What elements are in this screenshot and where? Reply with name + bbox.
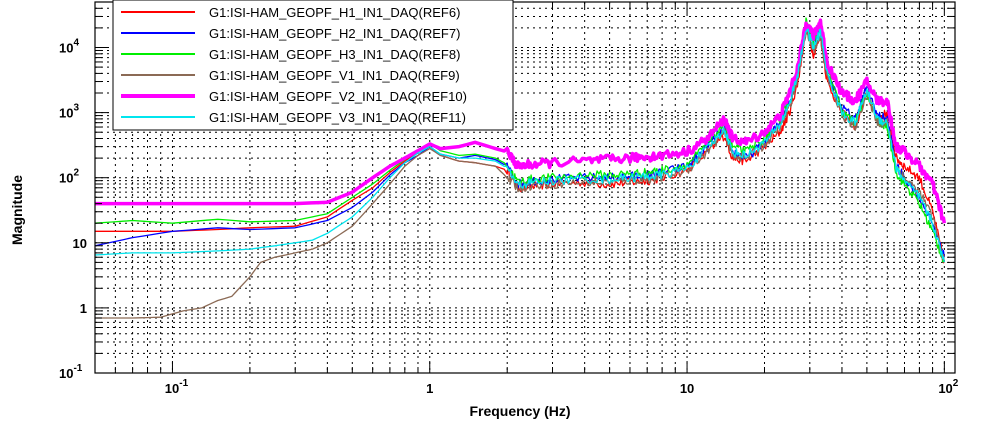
legend-label: G1:ISI-HAM_GEOPF_H2_IN1_DAQ(REF7) xyxy=(209,26,460,41)
legend-label: G1:ISI-HAM_GEOPF_V2_IN1_DAQ(REF10) xyxy=(209,89,467,104)
plot-area xyxy=(95,17,947,319)
legend-label: G1:ISI-HAM_GEOPF_H3_IN1_DAQ(REF8) xyxy=(209,47,460,62)
y-tick-label: 10 xyxy=(73,236,87,251)
legend-label: G1:ISI-HAM_GEOPF_V3_IN1_DAQ(REF11) xyxy=(209,110,466,125)
y-tick-label: 104 xyxy=(59,38,79,56)
legend-label: G1:ISI-HAM_GEOPF_H1_IN1_DAQ(REF6) xyxy=(209,5,460,20)
x-tick-label: 10-1 xyxy=(165,378,189,396)
series-line xyxy=(95,28,945,263)
legend: G1:ISI-HAM_GEOPF_H1_IN1_DAQ(REF6) G1:ISI-… xyxy=(112,0,514,131)
x-tick-label: 102 xyxy=(938,378,958,396)
y-tick-label: 10-1 xyxy=(59,363,83,381)
y-tick-label: 1 xyxy=(80,301,87,316)
series-line xyxy=(95,18,947,224)
y-tick-label: 102 xyxy=(59,168,79,186)
x-tick-label: 1 xyxy=(426,381,433,396)
legend-box xyxy=(112,0,514,131)
legend-label: G1:ISI-HAM_GEOPF_V1_IN1_DAQ(REF9) xyxy=(209,68,460,83)
y-tick-label: 103 xyxy=(59,103,79,121)
x-tick-label: 10 xyxy=(680,381,694,396)
axis-ticks: 10-1 1 10 102 10-1 1 10 102 103 104 xyxy=(59,1,959,396)
x-axis-label: Frequency (Hz) xyxy=(469,403,570,419)
y-axis-label: Magnitude xyxy=(9,175,25,245)
